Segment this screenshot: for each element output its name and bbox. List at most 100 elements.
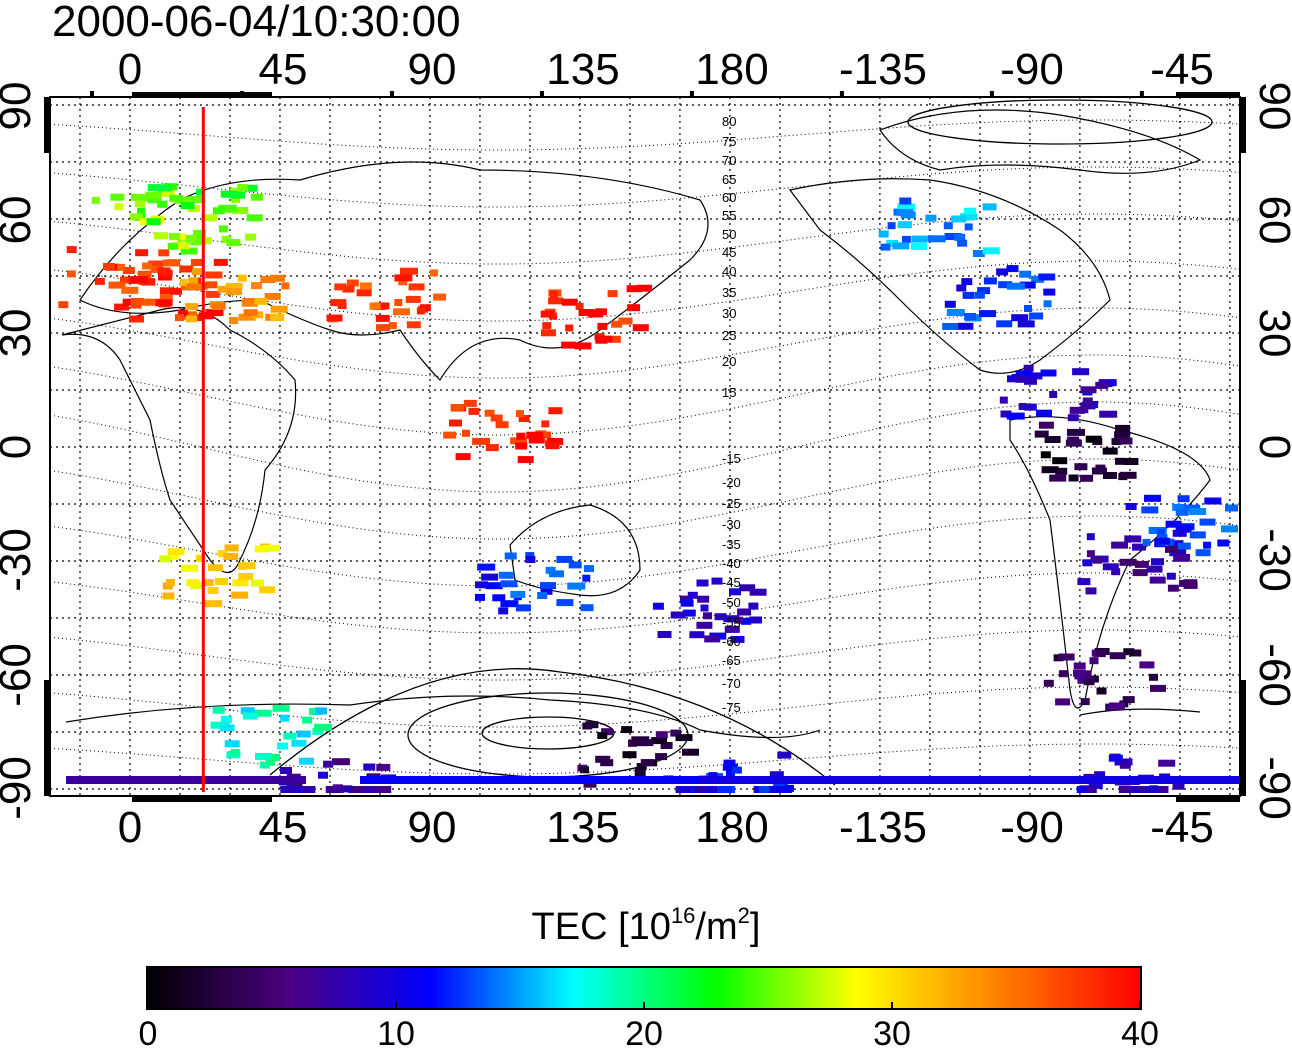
tec-cell (1150, 684, 1166, 692)
tec-cell (548, 407, 563, 415)
tec-cell (878, 230, 889, 238)
tec-cell (277, 742, 289, 750)
tec-cell (887, 222, 896, 230)
tec-cell (565, 324, 574, 332)
tec-cell (137, 207, 146, 215)
tec-cell (170, 552, 179, 560)
tec-cell (230, 191, 245, 199)
tec-cell (600, 759, 614, 767)
tec-cell (185, 303, 198, 311)
tec-cell (723, 759, 736, 767)
tec-cell (957, 239, 968, 247)
tec-cell (363, 763, 376, 771)
tec-cell (1225, 504, 1238, 512)
tec-cell (157, 267, 171, 275)
tec-cell (211, 303, 226, 310)
tec-cell (1095, 381, 1109, 389)
tec-cell (1082, 559, 1093, 567)
tec-cell (362, 786, 380, 793)
mag-latitude-contour (49, 213, 1241, 265)
tec-cell (280, 714, 290, 722)
tec-cell (769, 771, 784, 779)
lat-tick-label-right: -30 (1250, 528, 1292, 592)
tec-band-cell (66, 776, 306, 784)
tec-cell (419, 304, 431, 312)
tec-cell (1038, 273, 1056, 281)
tec-cell (280, 786, 294, 793)
lon-tick-label-bottom: -45 (1150, 803, 1214, 852)
tec-cell (655, 753, 668, 761)
coastline (509, 504, 641, 597)
tec-cell (170, 287, 183, 295)
tec-cell (925, 214, 937, 222)
tec-cell (394, 299, 403, 306)
tec-cell (475, 581, 488, 589)
tec-cell (1203, 541, 1212, 549)
tec-cell (162, 592, 175, 600)
tec-cell (549, 570, 564, 578)
tec-cell (956, 284, 967, 292)
tec-cell (1132, 569, 1148, 577)
tec-cell (580, 766, 589, 774)
tec-cell (541, 329, 556, 337)
frame-tick (839, 91, 844, 97)
tec-cell (185, 315, 197, 323)
tec-cell (682, 609, 696, 617)
colorbar-title-exponent-2: 2 (737, 903, 750, 928)
tec-cell (138, 298, 150, 306)
lon-tick-label-top: 135 (546, 45, 619, 94)
tec-cell (201, 579, 214, 587)
tec-cell (159, 287, 174, 295)
frame-bar (1176, 796, 1240, 802)
tec-cell (219, 724, 235, 732)
tec-cell (165, 579, 175, 586)
tec-cell (567, 582, 586, 590)
tec-cell (996, 320, 1013, 328)
tec-cell (622, 751, 637, 759)
tec-cell (1168, 540, 1184, 548)
frame-bar (132, 796, 272, 802)
tec-cell (484, 409, 495, 417)
map-timestamp-title: 2000-06-04/10:30:00 (52, 0, 461, 46)
tec-cell (265, 754, 281, 761)
tec-cell (943, 222, 953, 230)
tec-cell (1067, 414, 1079, 422)
tec-cell (394, 274, 413, 282)
tec-cell (892, 242, 910, 250)
tec-cell (1142, 538, 1151, 546)
tec-cell (218, 204, 237, 212)
tec-cell (242, 712, 258, 720)
lat-tick-label-left: 90 (0, 82, 40, 131)
coastline (1079, 708, 1201, 716)
tec-cell (587, 310, 603, 318)
tec-cell (337, 302, 347, 309)
tec-cell (318, 771, 328, 779)
frame-tick (689, 91, 694, 97)
tec-cell (325, 786, 344, 793)
tec-cell (1036, 409, 1052, 417)
tec-cell (155, 184, 172, 192)
tec-cell (1119, 558, 1137, 566)
tec-cell (260, 276, 276, 284)
tec-cell (1094, 771, 1106, 779)
frame-tick (539, 91, 544, 97)
tec-cell (739, 584, 756, 592)
tec-cell (230, 749, 240, 756)
tec-cell (180, 247, 198, 255)
colorbar-tick-label: 30 (873, 1015, 911, 1053)
tec-cell (601, 728, 614, 736)
mag-latitude-contour (49, 458, 1241, 540)
tec-cell (972, 250, 985, 257)
tec-cell (239, 562, 256, 570)
tec-cell (1040, 369, 1057, 377)
tec-cell (177, 234, 195, 242)
tec-cell (157, 200, 168, 208)
tec-cell (515, 604, 531, 612)
tec-cell (651, 737, 668, 745)
tec-cell (130, 276, 149, 284)
tec-cell (1058, 653, 1075, 661)
frame-tick (389, 91, 394, 97)
tec-cell (220, 190, 238, 198)
tec-cell (708, 772, 718, 780)
tec-cell (263, 544, 280, 552)
